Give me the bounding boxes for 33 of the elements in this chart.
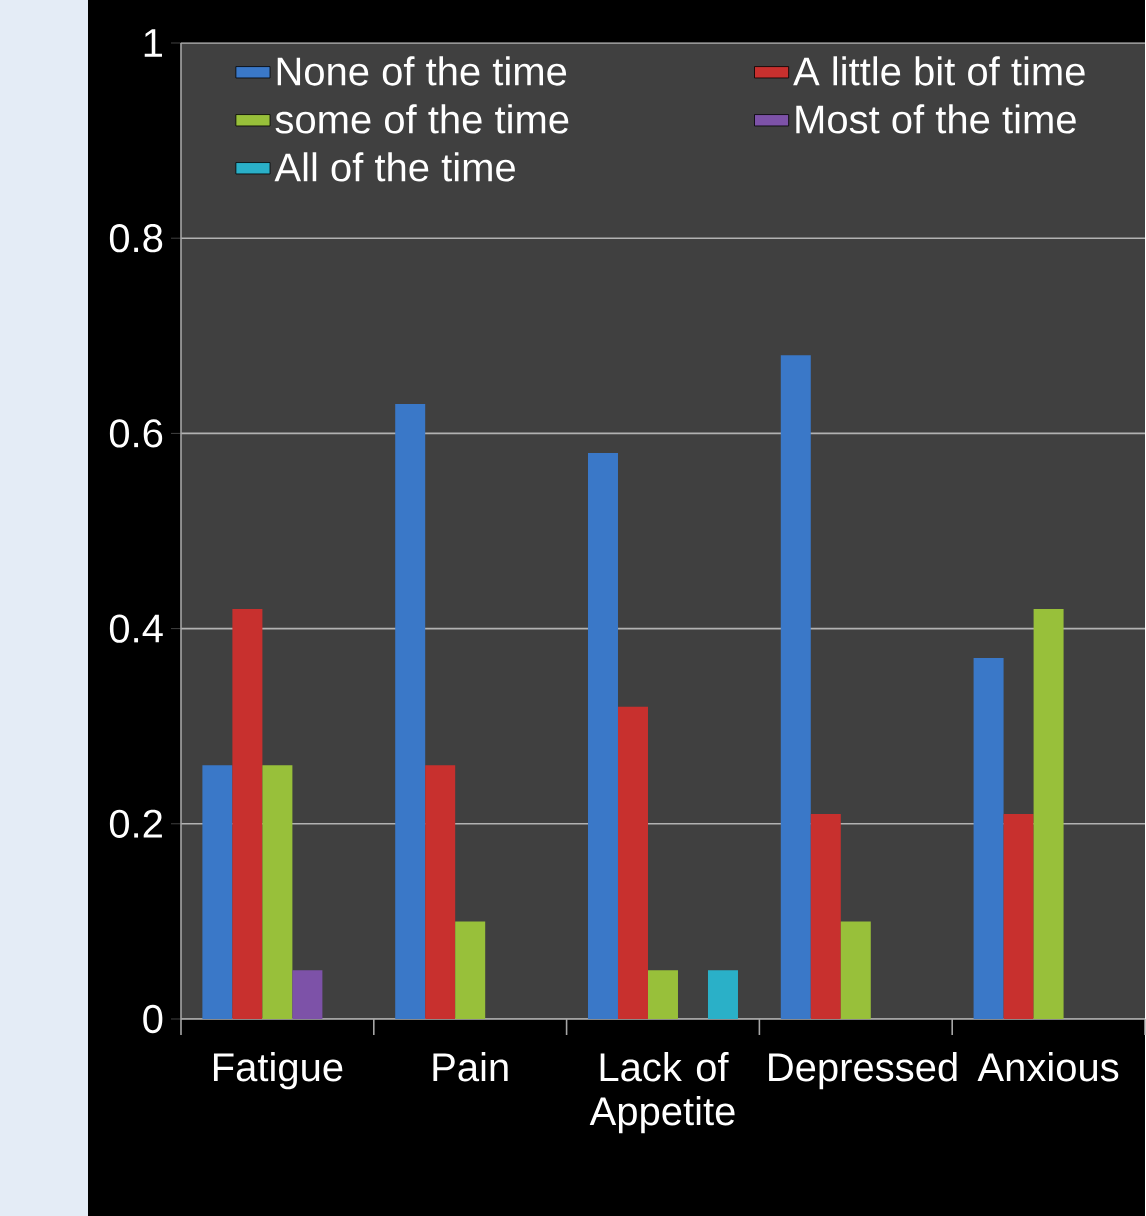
bar [1003,814,1034,1019]
bar [262,765,293,1019]
legend-label: All of the time [274,152,516,182]
legend-label: Most of the time [796,104,1076,134]
bar [1033,609,1064,1019]
bar [648,970,679,1019]
y-tick-label: 0.6 [110,419,163,448]
x-tick-label: Fatigue [214,1052,343,1090]
y-tick-label: 1 [144,29,163,57]
bar [232,609,263,1019]
x-tick-label: Pain [433,1052,508,1082]
bar [618,706,649,1019]
legend-label: some of the time [275,104,569,134]
bar [425,765,456,1019]
bar [455,921,486,1019]
bar [395,404,426,1019]
bar [708,970,739,1019]
y-tick-label: 0.8 [110,224,163,253]
bar [780,355,811,1019]
bar [810,814,841,1019]
bar [588,452,619,1019]
legend-label: None of the time [277,56,567,86]
x-tick-label: Lack of Appetite [589,1052,735,1134]
x-tick-label: Anxious [977,1052,1119,1082]
legend-label: A little bit of time [793,56,1085,86]
bar [202,765,233,1019]
bar [973,657,1004,1019]
x-tick-label: Depressed [769,1052,957,1090]
y-tick-label: 0.2 [110,809,163,838]
bar [840,921,871,1019]
bar [292,970,323,1019]
y-tick-label: 0.4 [110,614,163,643]
y-tick-label: 0 [143,1004,163,1034]
